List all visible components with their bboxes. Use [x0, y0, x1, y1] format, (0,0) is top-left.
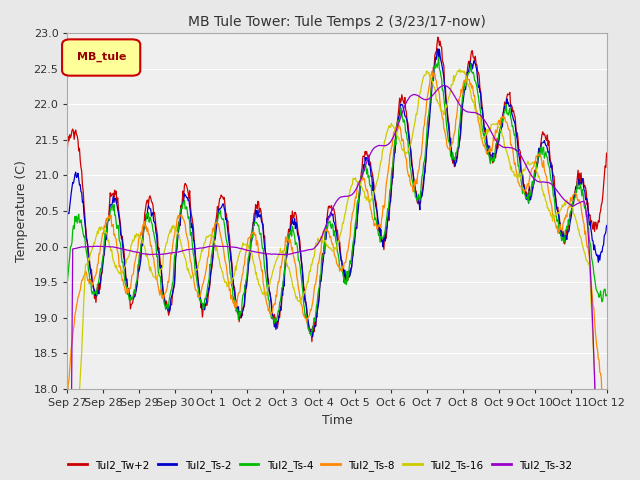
Tul2_Ts-16: [456, 66, 463, 72]
Tul2_Ts-2: [603, 223, 611, 228]
Y-axis label: Temperature (C): Temperature (C): [15, 160, 28, 262]
Tul2_Tw+2: [308, 339, 316, 345]
Line: Tul2_Ts-8: Tul2_Ts-8: [67, 72, 607, 429]
Tul2_Ts-4: [307, 333, 315, 338]
Tul2_Ts-8: [603, 426, 611, 432]
Tul2_Ts-8: [403, 156, 410, 162]
FancyBboxPatch shape: [62, 39, 140, 76]
Line: Tul2_Ts-32: Tul2_Ts-32: [67, 85, 607, 480]
Line: Tul2_Ts-2: Tul2_Ts-2: [67, 49, 607, 337]
Tul2_Ts-8: [419, 142, 426, 148]
Tul2_Ts-32: [212, 243, 220, 249]
Tul2_Ts-8: [74, 300, 81, 306]
Tul2_Tw+2: [63, 144, 71, 150]
Tul2_Ts-4: [74, 220, 81, 226]
Tul2_Ts-8: [428, 69, 436, 74]
Tul2_Ts-16: [129, 237, 136, 243]
Tul2_Ts-2: [434, 46, 442, 52]
Tul2_Ts-8: [129, 272, 136, 278]
Tul2_Ts-2: [184, 195, 191, 201]
Tul2_Ts-32: [184, 247, 191, 252]
Tul2_Tw+2: [603, 150, 611, 156]
Line: Tul2_Tw+2: Tul2_Tw+2: [67, 37, 607, 342]
Tul2_Ts-2: [63, 210, 71, 216]
Tul2_Ts-8: [63, 397, 71, 403]
Tul2_Ts-2: [309, 334, 317, 340]
Tul2_Ts-32: [74, 245, 81, 251]
Tul2_Tw+2: [212, 218, 220, 224]
Tul2_Ts-8: [212, 220, 220, 226]
Tul2_Ts-4: [419, 171, 427, 177]
Tul2_Ts-2: [419, 188, 427, 193]
Tul2_Ts-16: [74, 435, 81, 441]
Tul2_Ts-2: [403, 118, 411, 123]
Legend: Tul2_Tw+2, Tul2_Ts-2, Tul2_Ts-4, Tul2_Ts-8, Tul2_Ts-16, Tul2_Ts-32: Tul2_Tw+2, Tul2_Ts-2, Tul2_Ts-4, Tul2_Ts…: [64, 456, 576, 475]
Tul2_Tw+2: [74, 133, 81, 139]
Tul2_Ts-2: [74, 174, 81, 180]
Text: MB_tule: MB_tule: [77, 52, 126, 62]
Line: Tul2_Ts-16: Tul2_Ts-16: [67, 69, 607, 480]
Tul2_Ts-2: [212, 229, 220, 235]
Tul2_Tw+2: [403, 119, 411, 125]
Tul2_Ts-4: [184, 209, 191, 215]
Tul2_Ts-2: [129, 295, 136, 301]
Tul2_Ts-16: [403, 150, 410, 156]
Tul2_Tw+2: [434, 34, 442, 40]
Tul2_Ts-16: [419, 80, 426, 86]
Title: MB Tule Tower: Tule Temps 2 (3/23/17-now): MB Tule Tower: Tule Temps 2 (3/23/17-now…: [188, 15, 486, 29]
Tul2_Ts-4: [403, 136, 411, 142]
Tul2_Ts-4: [212, 219, 220, 225]
Tul2_Ts-4: [603, 292, 611, 298]
Tul2_Ts-32: [129, 249, 136, 254]
Tul2_Ts-32: [440, 83, 448, 88]
Tul2_Tw+2: [419, 184, 427, 190]
Tul2_Tw+2: [184, 186, 191, 192]
Tul2_Ts-16: [184, 267, 191, 273]
Tul2_Ts-4: [129, 295, 136, 301]
Tul2_Ts-4: [63, 278, 71, 284]
X-axis label: Time: Time: [322, 414, 353, 427]
Line: Tul2_Ts-4: Tul2_Ts-4: [67, 58, 607, 336]
Tul2_Ts-32: [419, 96, 426, 101]
Tul2_Tw+2: [129, 300, 136, 305]
Tul2_Ts-4: [435, 55, 442, 60]
Tul2_Ts-8: [184, 236, 191, 241]
Tul2_Ts-16: [212, 248, 220, 253]
Tul2_Ts-32: [403, 99, 410, 105]
